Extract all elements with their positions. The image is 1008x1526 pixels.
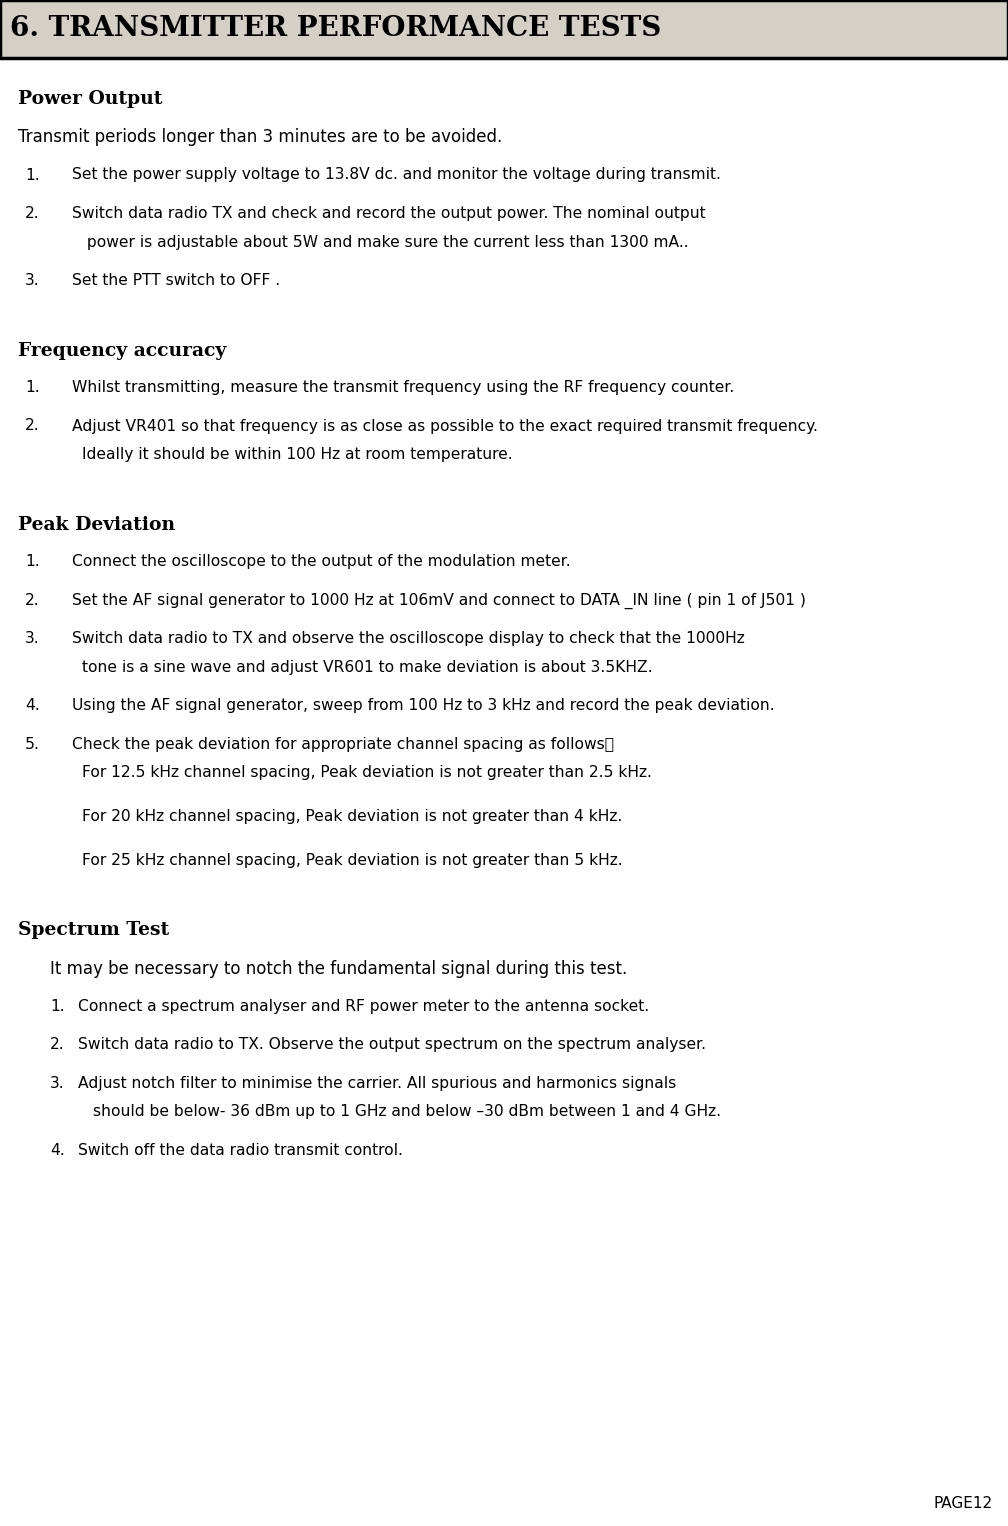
Text: Switch data radio to TX and observe the oscilloscope display to check that the 1: Switch data radio to TX and observe the … xyxy=(72,630,745,645)
Text: It may be necessary to notch the fundamental signal during this test.: It may be necessary to notch the fundame… xyxy=(50,960,627,978)
Text: 2.: 2. xyxy=(25,206,39,221)
Text: Frequency accuracy: Frequency accuracy xyxy=(18,342,227,360)
Text: Set the power supply voltage to 13.8V dc. and monitor the voltage during transmi: Set the power supply voltage to 13.8V dc… xyxy=(72,168,721,183)
Text: For 25 kHz channel spacing, Peak deviation is not greater than 5 kHz.: For 25 kHz channel spacing, Peak deviati… xyxy=(82,853,623,868)
Text: should be below- 36 dBm up to 1 GHz and below –30 dBm between 1 and 4 GHz.: should be below- 36 dBm up to 1 GHz and … xyxy=(93,1105,721,1119)
Text: 3.: 3. xyxy=(50,1076,65,1091)
Text: PAGE12: PAGE12 xyxy=(933,1495,993,1511)
Text: Adjust VR401 so that frequency is as close as possible to the exact required tra: Adjust VR401 so that frequency is as clo… xyxy=(72,418,817,433)
Text: 4.: 4. xyxy=(50,1143,65,1158)
Text: 3.: 3. xyxy=(25,630,39,645)
Text: Power Output: Power Output xyxy=(18,90,162,108)
Text: 2.: 2. xyxy=(25,418,39,433)
Text: 4.: 4. xyxy=(25,697,39,713)
Text: Peak Deviation: Peak Deviation xyxy=(18,516,175,534)
Text: Spectrum Test: Spectrum Test xyxy=(18,922,169,940)
Text: 2.: 2. xyxy=(25,592,39,607)
Text: Set the PTT switch to OFF .: Set the PTT switch to OFF . xyxy=(72,273,280,288)
Text: For 20 kHz channel spacing, Peak deviation is not greater than 4 kHz.: For 20 kHz channel spacing, Peak deviati… xyxy=(82,809,622,824)
Text: Set the AF signal generator to 1000 Hz at 106mV and connect to DATA _IN line ( p: Set the AF signal generator to 1000 Hz a… xyxy=(72,592,805,609)
Text: Using the AF signal generator, sweep from 100 Hz to 3 kHz and record the peak de: Using the AF signal generator, sweep fro… xyxy=(72,697,774,713)
Text: Transmit periods longer than 3 minutes are to be avoided.: Transmit periods longer than 3 minutes a… xyxy=(18,128,502,146)
Text: Adjust notch filter to minimise the carrier. All spurious and harmonics signals: Adjust notch filter to minimise the carr… xyxy=(78,1076,676,1091)
Text: Switch off the data radio transmit control.: Switch off the data radio transmit contr… xyxy=(78,1143,403,1158)
Text: tone is a sine wave and adjust VR601 to make deviation is about 3.5KHZ.: tone is a sine wave and adjust VR601 to … xyxy=(82,659,652,674)
Text: Connect the oscilloscope to the output of the modulation meter.: Connect the oscilloscope to the output o… xyxy=(72,554,571,569)
Text: Connect a spectrum analyser and RF power meter to the antenna socket.: Connect a spectrum analyser and RF power… xyxy=(78,1000,649,1013)
Text: For 12.5 kHz channel spacing, Peak deviation is not greater than 2.5 kHz.: For 12.5 kHz channel spacing, Peak devia… xyxy=(82,765,652,780)
Text: 2.: 2. xyxy=(50,1038,65,1053)
FancyBboxPatch shape xyxy=(0,0,1008,58)
Text: 1.: 1. xyxy=(50,1000,65,1013)
Text: 6. TRANSMITTER PERFORMANCE TESTS: 6. TRANSMITTER PERFORMANCE TESTS xyxy=(10,15,661,43)
Text: power is adjustable about 5W and make sure the current less than 1300 mA..: power is adjustable about 5W and make su… xyxy=(82,235,688,249)
Text: 1.: 1. xyxy=(25,380,39,395)
Text: Switch data radio TX and check and record the output power. The nominal output: Switch data radio TX and check and recor… xyxy=(72,206,706,221)
Text: 3.: 3. xyxy=(25,273,39,288)
Text: 5.: 5. xyxy=(25,737,40,751)
Text: Check the peak deviation for appropriate channel spacing as follows：: Check the peak deviation for appropriate… xyxy=(72,737,614,751)
Text: Switch data radio to TX. Observe the output spectrum on the spectrum analyser.: Switch data radio to TX. Observe the out… xyxy=(78,1038,706,1053)
Text: Whilst transmitting, measure the transmit frequency using the RF frequency count: Whilst transmitting, measure the transmi… xyxy=(72,380,734,395)
Text: 1.: 1. xyxy=(25,168,39,183)
Text: 1.: 1. xyxy=(25,554,39,569)
Text: Ideally it should be within 100 Hz at room temperature.: Ideally it should be within 100 Hz at ro… xyxy=(82,447,513,462)
